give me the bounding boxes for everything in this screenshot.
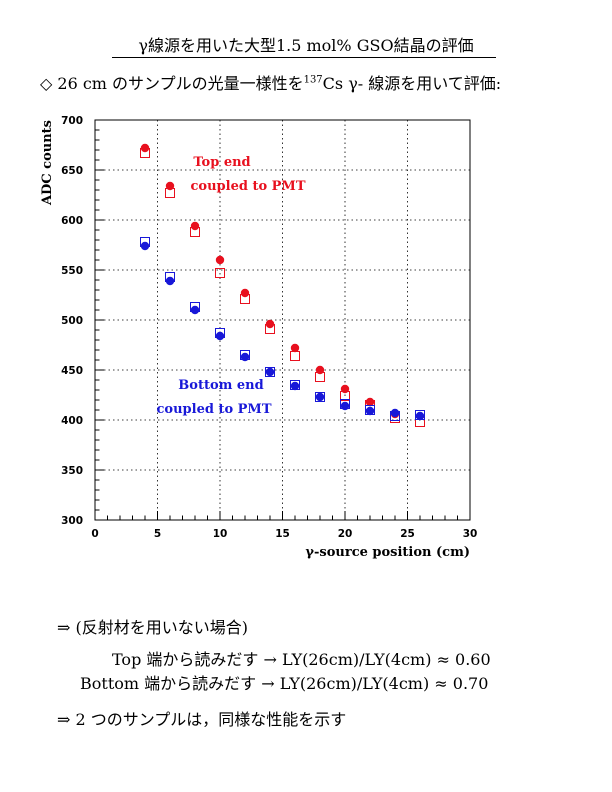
top-open-square-point — [315, 372, 325, 382]
top-open-square-point — [165, 188, 175, 198]
bottom-open-square-point — [240, 350, 250, 360]
bottom-open-square-point — [190, 302, 200, 312]
top-open-square-point — [140, 148, 150, 158]
page-title: γ線源を用いた大型1.5 mol% GSO結晶の評価 — [138, 36, 474, 55]
x-tick-label: 0 — [91, 528, 98, 540]
annotation-top-coupled: coupled to PMT — [191, 179, 306, 194]
subtitle-suffix: Cs γ- 線源を用いて評価: — [322, 74, 502, 93]
y-tick-label: 300 — [61, 515, 83, 527]
conclusion-similar-performance: ⇒ 2 つのサンプルは，同様な性能を示す — [57, 710, 347, 729]
conclusion-bottom-ratio: Bottom 端から読みだす → LY(26cm)/LY(4cm) ≈ 0.70 — [80, 674, 489, 693]
x-tick-label: 5 — [154, 528, 161, 540]
annotation-bottom-coupled: coupled to PMT — [157, 402, 272, 417]
y-tick-label: 700 — [61, 115, 83, 127]
top-filled-circle-point — [290, 343, 300, 353]
top-open-square-point — [240, 294, 250, 304]
top-filled-circle-point — [240, 288, 250, 298]
annotation-bottom-end: Bottom end — [178, 378, 263, 393]
bottom-open-square-point — [140, 237, 150, 247]
top-filled-circle-point — [365, 397, 375, 407]
bottom-open-square-point — [390, 411, 400, 421]
x-tick-label: 30 — [463, 528, 478, 540]
annotation-top-end: Top end — [193, 155, 250, 170]
top-open-square-point — [215, 268, 225, 278]
x-tick-label: 10 — [213, 528, 228, 540]
y-axis-label: ADC counts — [40, 120, 55, 206]
bottom-filled-circle-point — [290, 381, 300, 391]
subtitle: ◇ 26 cm のサンプルの光量一様性を137Cs γ- 線源を用いて評価: — [40, 70, 501, 94]
bottom-open-square-point — [215, 328, 225, 338]
y-tick-label: 650 — [61, 165, 83, 177]
title-underline — [112, 57, 496, 58]
x-tick-label: 20 — [338, 528, 353, 540]
bottom-open-square-point — [315, 392, 325, 402]
y-tick-label: 450 — [61, 365, 83, 377]
y-tick-label: 600 — [61, 215, 83, 227]
bottom-filled-circle-point — [390, 408, 400, 418]
top-open-square-point — [290, 351, 300, 361]
top-open-square-point — [265, 324, 275, 334]
conclusion-no-reflector: ⇒ (反射材を用いない場合) — [57, 618, 248, 637]
y-tick-label: 350 — [61, 465, 83, 477]
subtitle-prefix: ◇ 26 cm のサンプルの光量一様性を — [40, 74, 304, 93]
bottom-filled-circle-point — [415, 411, 425, 421]
bottom-filled-circle-point — [365, 406, 375, 416]
bottom-open-square-point — [290, 380, 300, 390]
bottom-filled-circle-point — [265, 367, 275, 377]
x-tick-label: 25 — [400, 528, 415, 540]
bottom-open-square-point — [165, 272, 175, 282]
bottom-filled-circle-point — [315, 392, 325, 402]
x-axis-label: γ-source position (cm) — [305, 545, 470, 560]
bottom-filled-circle-point — [190, 305, 200, 315]
bottom-open-square-point — [365, 405, 375, 415]
bottom-open-square-point — [415, 410, 425, 420]
subtitle-isotope-mass: 137 — [303, 74, 323, 86]
y-tick-label: 400 — [61, 415, 83, 427]
bottom-filled-circle-point — [215, 331, 225, 341]
bottom-open-square-point — [340, 399, 350, 409]
conclusion-top-ratio: Top 端から読みだす → LY(26cm)/LY(4cm) ≈ 0.60 — [112, 650, 491, 669]
bottom-open-square-point — [265, 367, 275, 377]
top-filled-circle-point — [215, 255, 225, 265]
top-filled-circle-point — [190, 221, 200, 231]
top-open-square-point — [340, 391, 350, 401]
y-tick-label: 550 — [61, 265, 83, 277]
y-tick-label: 500 — [61, 315, 83, 327]
top-open-square-point — [190, 227, 200, 237]
x-tick-label: 15 — [275, 528, 290, 540]
